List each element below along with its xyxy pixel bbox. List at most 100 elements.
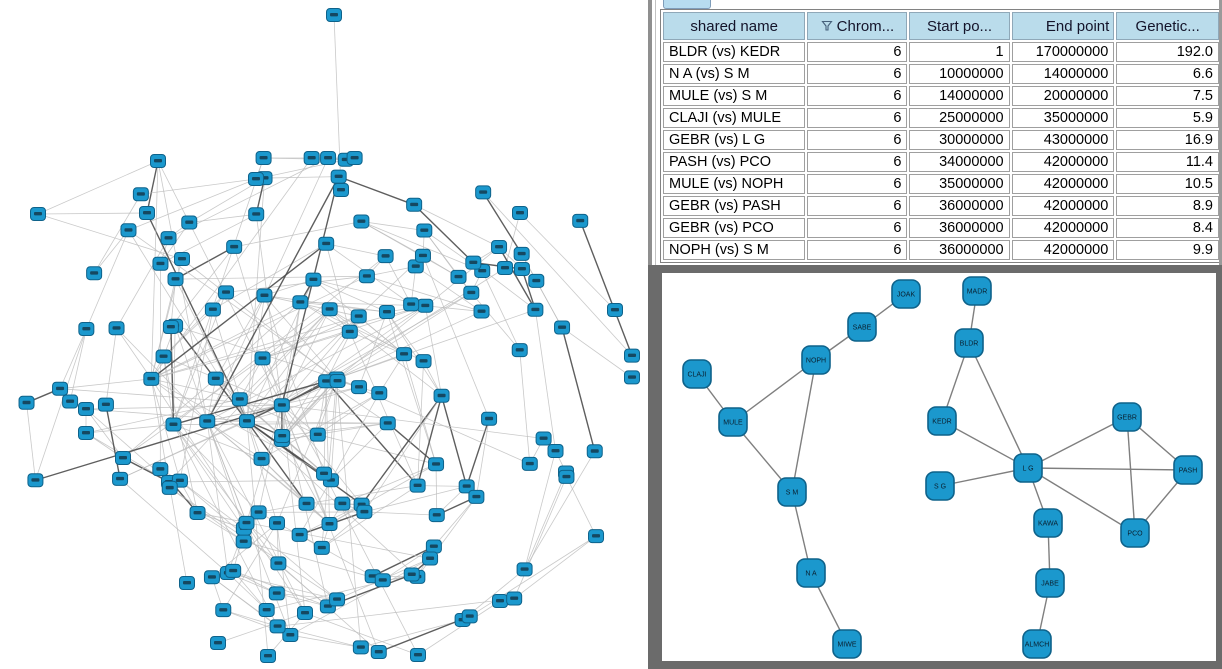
network-node[interactable]	[199, 414, 216, 429]
network-node[interactable]	[527, 302, 544, 317]
table-cell[interactable]: GEBR (vs) PASH	[663, 196, 806, 216]
network-node[interactable]	[313, 540, 330, 555]
network-node-almch[interactable]: ALMCH	[1022, 629, 1052, 659]
network-node[interactable]	[463, 285, 480, 300]
table-cell[interactable]: 6	[807, 64, 908, 84]
network-node[interactable]	[120, 223, 137, 238]
network-node[interactable]	[333, 183, 349, 197]
table-tab-stub[interactable]	[663, 0, 711, 9]
table-row[interactable]: BLDR (vs) KEDR 6 1 170000000 192.0	[663, 42, 1219, 62]
network-node[interactable]	[174, 252, 190, 266]
column-header-shared-name[interactable]: shared name	[663, 12, 806, 40]
network-node[interactable]	[112, 471, 129, 486]
table-cell[interactable]: 10000000	[909, 64, 1010, 84]
network-node[interactable]	[492, 594, 508, 608]
network-node[interactable]	[528, 273, 545, 288]
network-node[interactable]	[428, 508, 445, 523]
pane-divider[interactable]	[648, 0, 652, 265]
network-node[interactable]	[225, 563, 242, 578]
network-node[interactable]	[473, 304, 490, 319]
network-node[interactable]	[572, 213, 589, 228]
network-node[interactable]	[297, 606, 313, 620]
table-cell[interactable]: 6	[807, 108, 908, 128]
network-node[interactable]	[353, 214, 370, 229]
table-cell[interactable]: 36000000	[909, 240, 1010, 260]
network-node[interactable]	[458, 479, 475, 494]
network-node[interactable]	[207, 371, 224, 386]
network-node[interactable]	[204, 302, 221, 317]
network-node-sabe[interactable]: SABE	[847, 312, 877, 342]
network-node[interactable]	[318, 236, 335, 251]
subnetwork-canvas-svg[interactable]: JOAK SABE NOPH CLAJI MULE S M N A MIWE MADR BLDR K…	[662, 273, 1216, 661]
network-node[interactable]	[273, 398, 290, 413]
table-row[interactable]: GEBR (vs) PCO 6 36000000 42000000 8.4	[663, 218, 1219, 238]
network-node-jabe[interactable]: JABE	[1035, 568, 1065, 598]
network-node[interactable]	[161, 480, 178, 495]
network-node[interactable]	[351, 380, 368, 395]
table-cell[interactable]: 16.9	[1116, 130, 1219, 150]
table-cell[interactable]: 42000000	[1011, 218, 1115, 238]
network-node-miwe[interactable]: MIWE	[832, 629, 862, 659]
network-node[interactable]	[238, 515, 255, 530]
table-cell[interactable]: GEBR (vs) L G	[663, 130, 806, 150]
network-node[interactable]	[370, 645, 387, 659]
network-node[interactable]	[260, 649, 276, 663]
network-node[interactable]	[189, 505, 206, 520]
network-node[interactable]	[422, 551, 439, 566]
network-node[interactable]	[274, 428, 291, 443]
network-node-madr[interactable]: MADR	[962, 276, 992, 306]
network-node[interactable]	[416, 223, 433, 238]
table-cell[interactable]: 7.5	[1116, 86, 1219, 106]
network-node[interactable]	[78, 402, 94, 416]
network-node[interactable]	[62, 394, 79, 409]
network-node[interactable]	[269, 516, 286, 531]
table-cell[interactable]: 6	[807, 152, 908, 172]
network-node-mule[interactable]: MULE	[718, 407, 748, 437]
table-cell[interactable]: GEBR (vs) PCO	[663, 218, 806, 238]
network-node[interactable]	[497, 261, 513, 275]
table-row[interactable]: NOPH (vs) S M 6 36000000 42000000 9.9	[663, 240, 1219, 260]
network-node[interactable]	[30, 207, 46, 221]
table-cell[interactable]: 192.0	[1116, 42, 1219, 62]
network-node[interactable]	[491, 239, 508, 254]
table-cell[interactable]: 42000000	[1011, 152, 1115, 172]
network-node[interactable]	[155, 349, 172, 364]
network-node[interactable]	[203, 570, 220, 585]
network-node[interactable]	[256, 288, 273, 303]
network-node[interactable]	[292, 295, 309, 310]
table-cell[interactable]: 8.4	[1116, 218, 1219, 238]
network-node[interactable]	[547, 443, 564, 458]
network-node[interactable]	[521, 456, 538, 471]
network-node-joak[interactable]: JOAK	[891, 279, 921, 309]
network-node[interactable]	[270, 556, 287, 571]
table-cell[interactable]: PASH (vs) PCO	[663, 152, 806, 172]
network-node[interactable]	[316, 466, 333, 481]
network-node[interactable]	[409, 478, 426, 493]
network-node[interactable]	[132, 187, 149, 202]
table-cell[interactable]: 6	[807, 196, 908, 216]
network-node[interactable]	[253, 451, 270, 466]
network-node[interactable]	[358, 269, 375, 284]
network-node[interactable]	[152, 256, 169, 271]
network-node-pco[interactable]: PCO	[1120, 518, 1150, 548]
network-node[interactable]	[326, 8, 342, 22]
network-node[interactable]	[152, 462, 169, 477]
network-node[interactable]	[516, 562, 533, 577]
table-row[interactable]: MULE (vs) S M 6 14000000 20000000 7.5	[663, 86, 1219, 106]
network-node[interactable]	[379, 416, 396, 431]
network-node-gebr[interactable]: GEBR	[1112, 402, 1142, 432]
network-node[interactable]	[52, 381, 69, 396]
network-node[interactable]	[238, 414, 255, 429]
network-node[interactable]	[162, 320, 179, 335]
network-node[interactable]	[250, 505, 267, 520]
network-node[interactable]	[108, 321, 125, 336]
table-cell[interactable]: 14000000	[1011, 64, 1115, 84]
network-node[interactable]	[269, 619, 286, 634]
overview-network-canvas[interactable]	[0, 0, 650, 669]
network-node[interactable]	[341, 324, 358, 339]
network-node[interactable]	[27, 473, 44, 488]
network-node[interactable]	[303, 151, 320, 165]
table-cell[interactable]: 9.9	[1116, 240, 1219, 260]
network-node[interactable]	[558, 469, 575, 484]
network-node[interactable]	[258, 602, 275, 617]
